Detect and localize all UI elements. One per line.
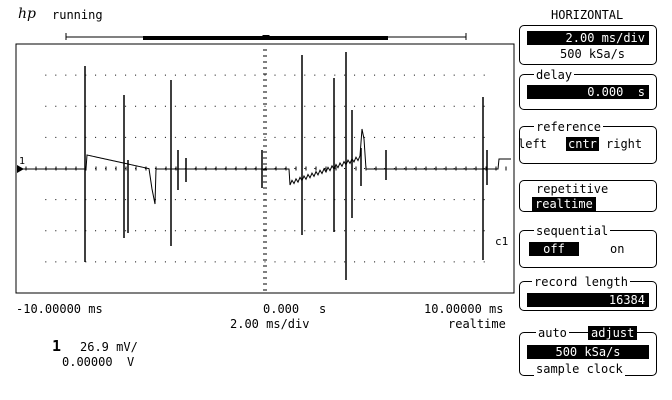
reference-softkey[interactable]: reference left cntr right	[518, 120, 657, 164]
acquisition-mode-label: realtime	[448, 317, 506, 331]
menu-title: HORIZONTAL	[551, 8, 624, 22]
graticule-grid	[15, 43, 507, 291]
repetitive-softkey[interactable]: repetitive realtime	[519, 180, 657, 212]
timebase-softkey[interactable]: 2.00 ms/div 500 kSa/s	[519, 25, 657, 65]
sequential-label: sequential	[534, 224, 611, 238]
record-length-field: 16384	[527, 293, 649, 307]
repetitive-label: repetitive	[536, 182, 609, 196]
auto-option[interactable]: auto	[536, 326, 569, 340]
reference-center-option[interactable]: cntr	[566, 137, 599, 151]
scale-left-label: -10.00000 ms	[16, 302, 103, 316]
memory-bar	[65, 33, 467, 40]
trigger-source-label: c1	[495, 235, 508, 248]
record-length-label: record length	[532, 275, 630, 289]
reference-left-option[interactable]: left	[518, 137, 547, 151]
delay-label: delay	[534, 68, 575, 82]
waveform-line	[20, 128, 511, 205]
scale-center-label: 0.000	[263, 302, 300, 316]
sequential-off-option[interactable]: off	[529, 242, 579, 256]
sample-clock-softkey[interactable]: auto adjust 500 kSa/s sample clock	[519, 326, 657, 376]
sequential-on-option[interactable]: on	[610, 242, 625, 256]
channel-marker-label: 1	[19, 156, 25, 167]
reference-right-option[interactable]: right	[606, 137, 643, 151]
sample-clock-label: sample clock	[534, 362, 625, 376]
channel-volts-per-div: 26.9 mV/	[80, 340, 138, 354]
acquisition-status: running	[52, 8, 103, 22]
channel-offset: 0.00000 V	[62, 355, 135, 369]
delay-softkey[interactable]: delay 0.000 s	[519, 68, 657, 110]
time-per-div-field: 2.00 ms/div	[527, 31, 649, 45]
realtime-option[interactable]: realtime	[532, 197, 596, 211]
hp-logo: hp	[18, 6, 36, 22]
waveform-trace	[20, 52, 511, 280]
time-per-div-label: 2.00 ms/div	[230, 317, 310, 331]
record-length-softkey[interactable]: record length 16384	[519, 275, 657, 311]
sequential-softkey[interactable]: sequential off on	[519, 224, 657, 268]
sample-rate-label: 500 kSa/s	[560, 47, 626, 61]
sample-clock-value-field: 500 kSa/s	[527, 345, 649, 359]
channel-number: 1	[52, 337, 62, 355]
scale-right-label: 10.00000 ms	[424, 302, 504, 316]
reference-label: reference	[534, 120, 604, 134]
scale-center-unit: s	[319, 302, 327, 316]
delay-value-field: 0.000 s	[527, 85, 649, 99]
time-reference-marker-icon	[262, 35, 270, 39]
adjust-option[interactable]: adjust	[588, 326, 638, 340]
